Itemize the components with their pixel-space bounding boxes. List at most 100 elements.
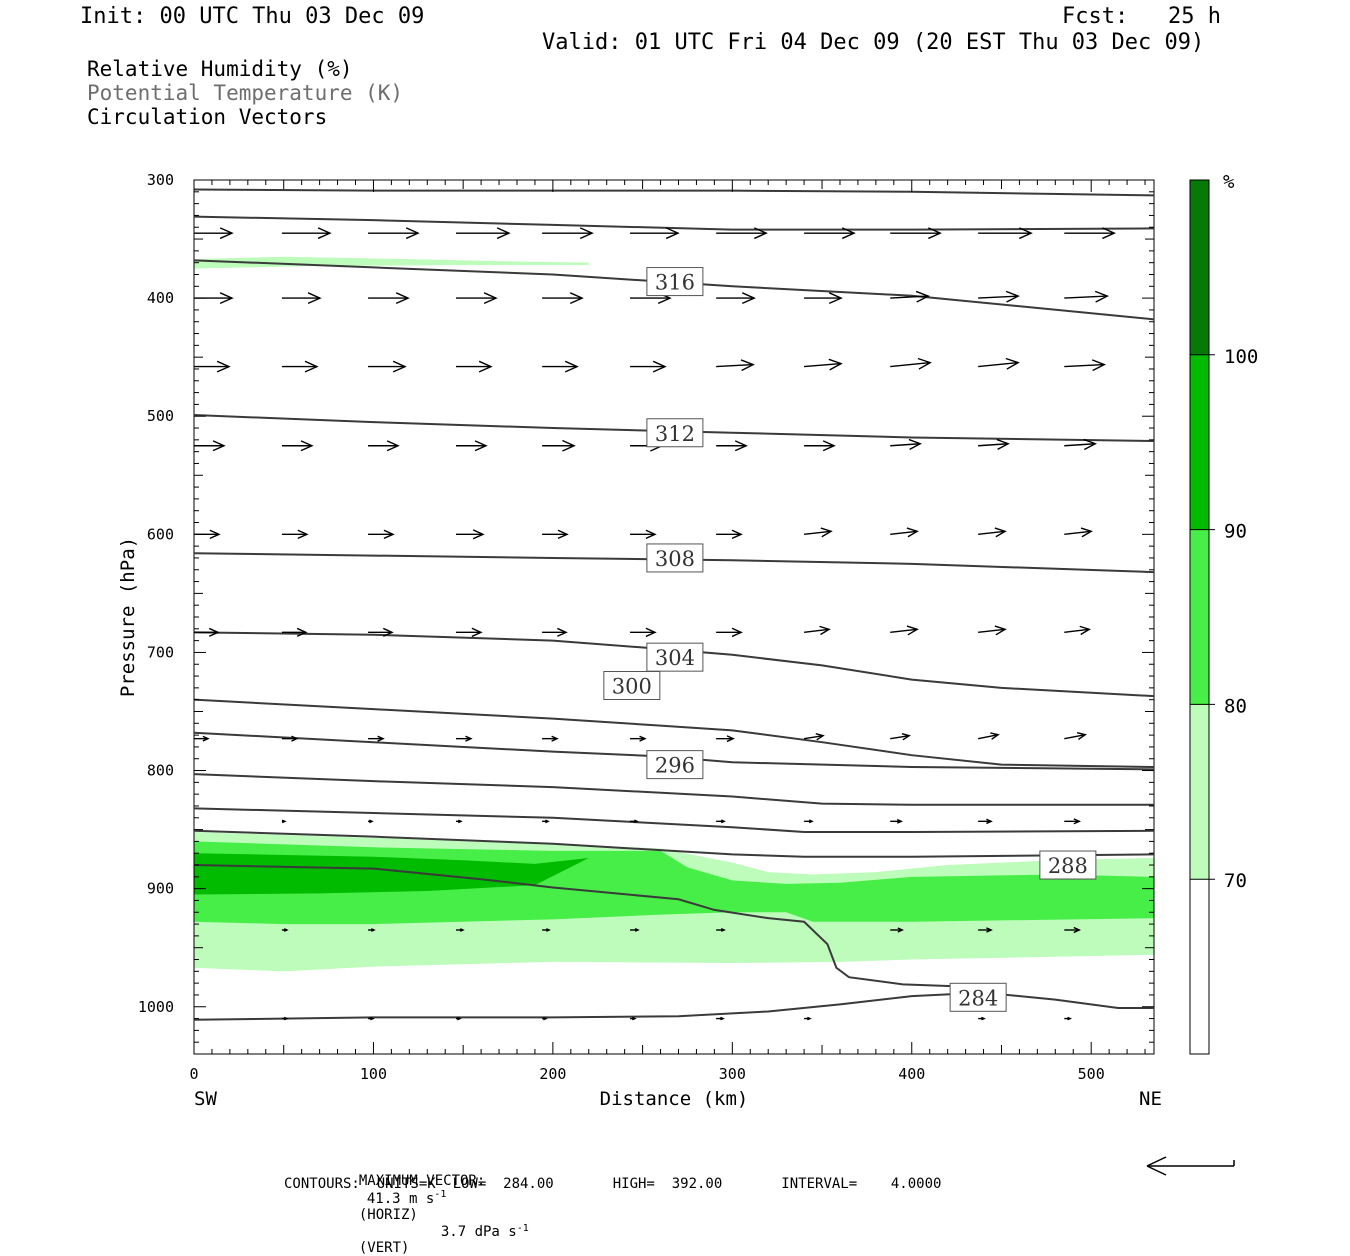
circulation-vector bbox=[455, 819, 463, 824]
vector-head bbox=[807, 1016, 812, 1021]
circulation-vector bbox=[455, 627, 483, 638]
vector-shaft bbox=[890, 443, 921, 447]
circulation-vector bbox=[194, 735, 210, 742]
circulation-vector bbox=[368, 627, 394, 637]
vector-head bbox=[645, 529, 657, 540]
contour-label-304: 304 bbox=[646, 642, 704, 672]
circulation-vector bbox=[804, 1016, 812, 1021]
forecast-hour: Fcst: 25 h bbox=[1062, 4, 1221, 29]
vector-shaft bbox=[890, 361, 931, 368]
circulation-vector bbox=[804, 527, 833, 538]
vector-head bbox=[371, 928, 376, 932]
theta-contour-316 bbox=[194, 259, 1154, 321]
colorbar-segment-90 bbox=[1190, 354, 1209, 530]
vector-head bbox=[731, 627, 743, 638]
circulation-vector bbox=[194, 627, 220, 637]
theta-contour-308 bbox=[194, 552, 1154, 574]
circulation-vector bbox=[281, 292, 322, 305]
vector-shaft bbox=[978, 628, 1006, 634]
vector-head bbox=[1080, 527, 1093, 538]
vector-head bbox=[1079, 625, 1091, 636]
y-tick-label: 500 bbox=[147, 407, 174, 425]
vector-head bbox=[283, 1016, 289, 1021]
circulation-vector bbox=[630, 529, 657, 540]
vector-head bbox=[990, 732, 1000, 740]
circulation-vector bbox=[455, 292, 498, 305]
circulation-vector bbox=[455, 440, 488, 452]
circulation-vector bbox=[542, 360, 579, 373]
circulation-vector bbox=[281, 529, 309, 540]
circulation-vector bbox=[890, 438, 922, 450]
vector-head bbox=[720, 819, 726, 824]
y-tick-label: 600 bbox=[147, 525, 174, 543]
circulation-vector bbox=[716, 627, 743, 638]
vector-shaft bbox=[978, 295, 1019, 299]
vector-head bbox=[377, 735, 385, 742]
contour-label-box bbox=[646, 418, 704, 448]
circulation-vector bbox=[716, 359, 755, 372]
contour-label-300: 300 bbox=[603, 671, 661, 701]
circulation-vector bbox=[1064, 926, 1081, 934]
circulation-vector bbox=[890, 732, 911, 741]
circulation-vector bbox=[368, 529, 395, 540]
vector-head bbox=[731, 529, 743, 540]
colorbar-unit: % bbox=[1223, 171, 1235, 193]
vector-head bbox=[474, 440, 488, 452]
colorbar-label: 100 bbox=[1224, 346, 1258, 368]
contour-label-316: 316 bbox=[646, 267, 704, 297]
contour-label-box bbox=[1039, 850, 1097, 880]
max-horiz-value: 41.3 m s bbox=[366, 1190, 435, 1207]
vector-head bbox=[1067, 1016, 1072, 1021]
contour-label-text: 304 bbox=[655, 646, 695, 670]
circulation-vector bbox=[455, 928, 465, 932]
vector-head bbox=[742, 292, 756, 305]
vector-shaft bbox=[890, 530, 918, 536]
vector-head bbox=[564, 360, 579, 373]
vector-head bbox=[665, 227, 680, 240]
circulation-vector bbox=[1064, 438, 1097, 451]
vector-head bbox=[828, 292, 843, 305]
vector-head bbox=[216, 360, 231, 373]
vector-shaft bbox=[803, 734, 824, 740]
theta-contour-292 bbox=[194, 773, 1154, 806]
contour-label-296: 296 bbox=[646, 750, 704, 780]
valid-time: Valid: 01 UTC Fri 04 Dec 09 (20 EST Thu … bbox=[542, 30, 1205, 55]
vector-head bbox=[471, 627, 483, 638]
vector-shaft bbox=[1064, 295, 1108, 299]
vector-shaft bbox=[804, 362, 842, 368]
vector-head bbox=[906, 625, 919, 636]
circulation-vector bbox=[281, 1016, 289, 1021]
circulation-vector bbox=[716, 529, 743, 540]
circulation-vector bbox=[542, 819, 550, 824]
circulation-vector bbox=[978, 1016, 986, 1021]
vector-shaft bbox=[804, 530, 832, 536]
vector-head bbox=[219, 292, 234, 305]
vector-head bbox=[726, 735, 735, 743]
vector-head bbox=[1091, 359, 1106, 372]
theta-contour-290 bbox=[194, 807, 1154, 833]
vector-head bbox=[634, 819, 639, 824]
y-tick-label: 1000 bbox=[138, 998, 174, 1016]
circulation-vector bbox=[804, 625, 831, 636]
vector-head bbox=[897, 927, 904, 933]
vector-head bbox=[1102, 227, 1116, 240]
vector-head bbox=[472, 529, 485, 540]
circulation-vector bbox=[194, 360, 231, 373]
horiz-tag: (HORIZ) bbox=[358, 1206, 418, 1223]
y-tick-label: 400 bbox=[147, 289, 174, 307]
contour-label-text: 300 bbox=[612, 675, 652, 699]
vector-head bbox=[815, 732, 825, 741]
vector-head bbox=[820, 527, 833, 538]
x-tick-label: 200 bbox=[539, 1065, 566, 1083]
circulation-vector bbox=[630, 819, 639, 824]
circulation-vector bbox=[890, 227, 942, 240]
circulation-vector bbox=[1064, 359, 1106, 372]
vector-head bbox=[208, 627, 220, 637]
vector-shaft bbox=[978, 443, 1009, 447]
vector-head bbox=[569, 292, 584, 305]
vector-shaft bbox=[890, 628, 918, 634]
vector-head bbox=[928, 227, 942, 240]
circulation-vector bbox=[804, 292, 843, 305]
circulation-vector bbox=[542, 627, 568, 637]
x-tick-label: 100 bbox=[360, 1065, 387, 1083]
